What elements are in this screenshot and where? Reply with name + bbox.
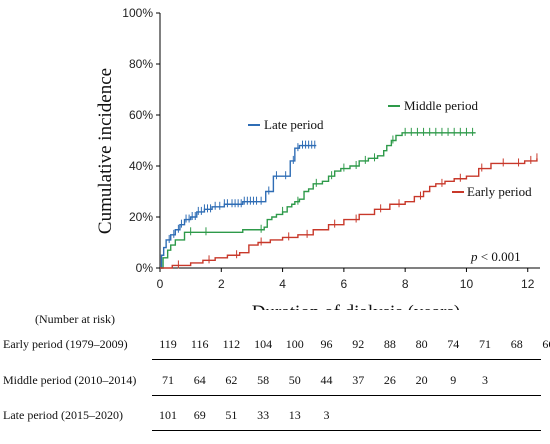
risk-value: 96 [320, 337, 333, 351]
risk-value: 80 [415, 337, 428, 351]
risk-row-label: Middle period (2010–2014) [3, 373, 137, 387]
x-axis-label: Duration of dialysis (years) [252, 302, 460, 310]
x-tick-label: 2 [218, 277, 225, 291]
x-tick-label: 0 [157, 277, 164, 291]
legend-label-middle: Middle period [404, 98, 479, 113]
risk-value: 9 [450, 373, 457, 387]
legend-label-early: Early period [467, 184, 532, 199]
risk-value: 64 [193, 373, 206, 387]
y-tick-label: 80% [129, 57, 153, 71]
risk-value: 100 [285, 337, 304, 351]
x-tick-label: 8 [402, 277, 409, 291]
km-chart: 0% 20% 40% 60% 80% 100% 0 2 4 6 8 10 12 Cumulative i… [95, 6, 540, 310]
risk-value: 68 [510, 337, 523, 351]
risk-row-label: Early period (1979–2009) [3, 337, 128, 351]
x-tick-label: 6 [341, 277, 348, 291]
y-tick-label: 60% [129, 108, 153, 122]
risk-value: 74 [447, 337, 460, 351]
risk-value: 119 [159, 337, 177, 351]
risk-value: 3 [323, 408, 330, 422]
series-layer [160, 127, 538, 269]
axes: 0% 20% 40% 60% 80% 100% 0 2 4 6 8 10 12 [122, 6, 540, 291]
risk-value: 20 [415, 373, 428, 387]
risk-value: 51 [225, 408, 238, 422]
risk-value: 88 [383, 337, 396, 351]
risk-row-divider [152, 395, 541, 396]
risk-value: 92 [352, 337, 365, 351]
risk-value: 101 [159, 408, 177, 422]
legend-label-late: Late period [264, 117, 324, 132]
risk-value: 50 [288, 373, 301, 387]
risk-value: 44 [320, 373, 333, 387]
curve-early [160, 158, 538, 269]
risk-value: 33 [257, 408, 270, 422]
y-tick-label: 20% [129, 210, 153, 224]
y-axis-label: Cumulative incidence [95, 68, 116, 234]
risk-row-divider [152, 359, 541, 360]
risk-value: 58 [257, 373, 270, 387]
p-value-annotation: p < 0.001 [470, 249, 521, 264]
risk-value: 26 [383, 373, 396, 387]
risk-value: 3 [482, 373, 488, 387]
risk-value: 69 [193, 408, 206, 422]
curve-middle [160, 132, 476, 269]
y-tick-label: 100% [122, 6, 153, 20]
risk-row-divider [152, 430, 541, 431]
risk-row-label: Late period (2015–2020) [3, 408, 123, 422]
x-tick-label: 4 [279, 277, 286, 291]
y-tick-label: 40% [129, 159, 153, 173]
risk-value: 13 [288, 408, 301, 422]
risk-value: 71 [479, 337, 491, 351]
y-tick-label: 0% [136, 261, 154, 275]
risk-value: 66 [542, 337, 550, 351]
risk-table-header: (Number at risk) [35, 312, 115, 326]
x-tick-label: 10 [460, 277, 474, 291]
risk-value: 116 [190, 337, 209, 351]
risk-value: 112 [222, 337, 241, 351]
risk-value: 62 [225, 373, 238, 387]
risk-value: 104 [254, 337, 273, 351]
risk-value: 37 [352, 373, 365, 387]
x-tick-label: 12 [521, 277, 535, 291]
risk-value: 71 [162, 373, 174, 387]
